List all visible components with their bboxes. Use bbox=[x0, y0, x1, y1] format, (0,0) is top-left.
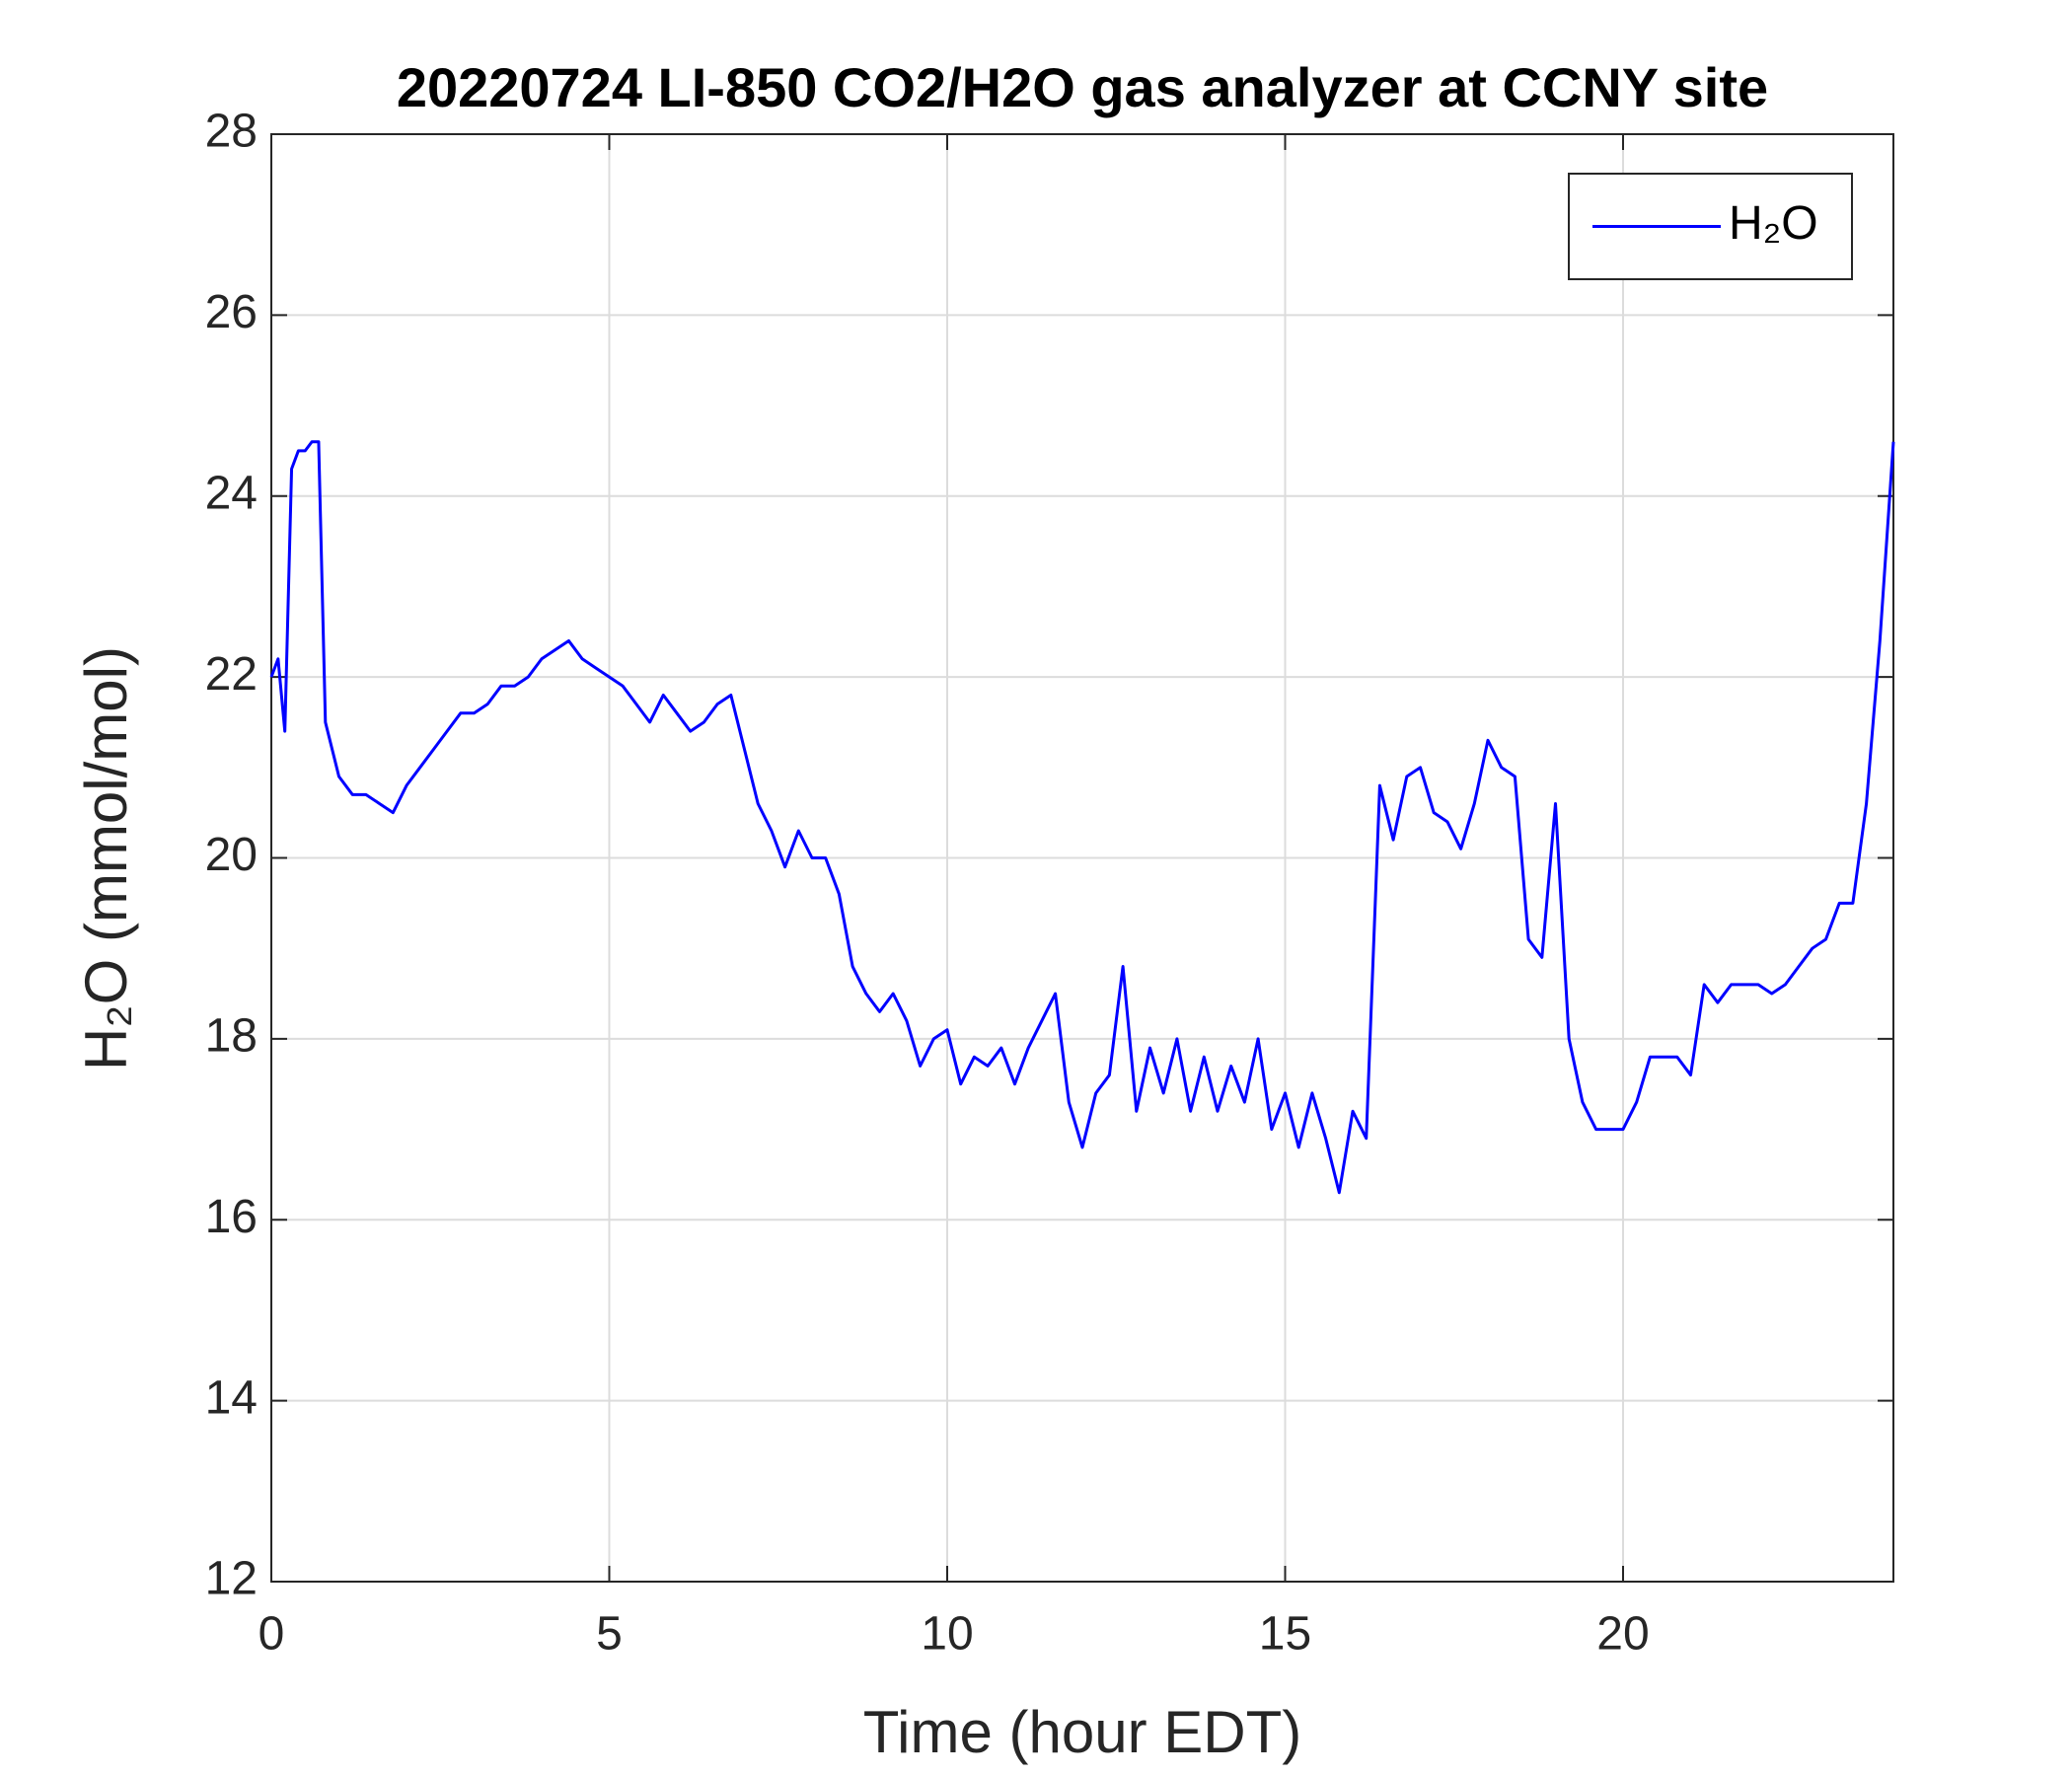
y-tick-label: 14 bbox=[205, 1371, 258, 1424]
x-tick-label: 20 bbox=[1596, 1608, 1649, 1661]
x-tick-label: 0 bbox=[259, 1608, 285, 1661]
y-tick-label: 24 bbox=[205, 467, 258, 519]
x-tick-label: 15 bbox=[1259, 1608, 1311, 1661]
plot-frame bbox=[270, 133, 1894, 1583]
data-line bbox=[269, 440, 1895, 1195]
y-axis-label: H₂O (mmol/mol) bbox=[73, 646, 139, 1071]
y-tick-label: 20 bbox=[205, 829, 258, 881]
x-tick-label: 5 bbox=[596, 1608, 623, 1661]
y-tick-label: 26 bbox=[205, 286, 258, 338]
legend-label: H₂O bbox=[1729, 197, 1818, 250]
y-tick-label: 18 bbox=[205, 1010, 258, 1063]
y-tick-label: 22 bbox=[205, 648, 258, 701]
y-tick-label: 16 bbox=[205, 1191, 258, 1243]
y-tick-label: 28 bbox=[205, 106, 258, 158]
chart-title: 20220724 LI-850 CO2/H2O gas analyzer at … bbox=[397, 56, 1768, 118]
y-tick-label: 12 bbox=[205, 1553, 258, 1605]
x-axis-label: Time (hour EDT) bbox=[863, 1699, 1302, 1765]
x-tick-label: 10 bbox=[921, 1608, 973, 1661]
